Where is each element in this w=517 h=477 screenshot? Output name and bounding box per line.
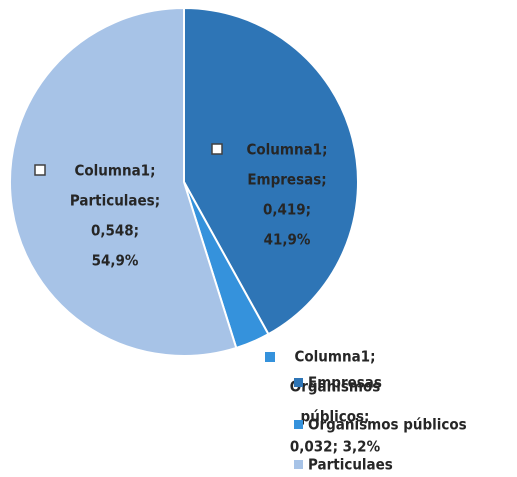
legend-marker <box>294 378 303 387</box>
data-label: Columna1; <box>247 141 328 159</box>
label-marker <box>34 164 46 176</box>
data-label: 0,419; <box>263 201 311 219</box>
data-label: 0,032; 3,2% <box>290 438 381 456</box>
data-label: Columna1; <box>75 162 156 180</box>
legend-marker <box>294 460 303 469</box>
legend-label: Organismos públicos <box>308 416 467 434</box>
legend-marker <box>294 420 303 429</box>
data-label: 0,548; <box>91 222 139 240</box>
label-marker <box>211 143 223 155</box>
pie-slice <box>183 6 360 336</box>
data-label: 41,9% <box>264 231 311 249</box>
legend-label: Empresas <box>308 374 382 392</box>
data-label: 54,9% <box>92 252 139 270</box>
data-label: Empresas; <box>247 171 326 189</box>
label-marker <box>265 352 275 362</box>
data-label: Organismos <box>290 378 381 396</box>
legend-label: Particulaes <box>308 456 393 474</box>
pie-slice <box>9 6 238 357</box>
data-label: públicos; <box>301 408 370 426</box>
data-label: Particulaes; <box>70 192 160 210</box>
data-label: Columna1; <box>295 348 376 366</box>
